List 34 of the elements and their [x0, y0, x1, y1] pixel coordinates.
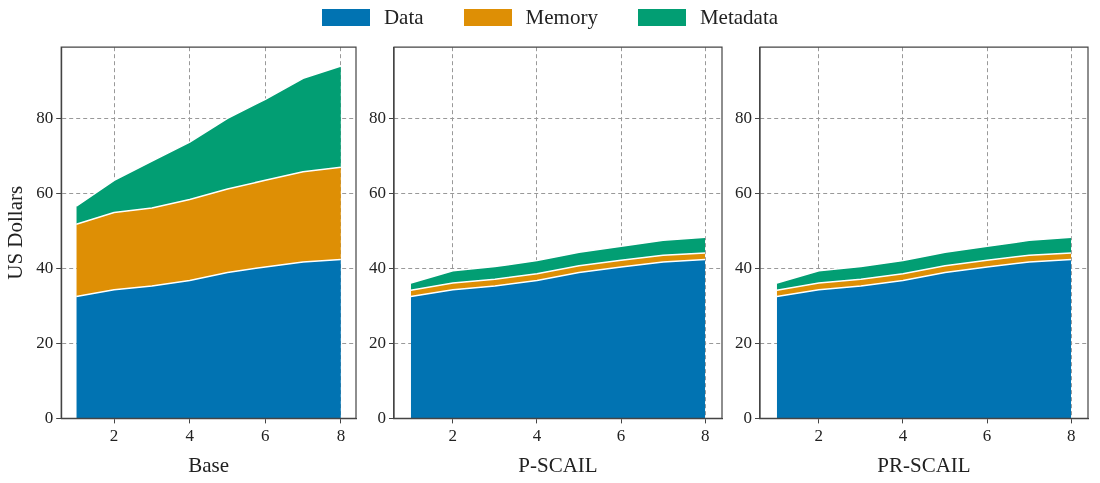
y-tick-label: 0: [377, 407, 386, 427]
y-tick-label: 40: [369, 257, 386, 277]
y-tick-label: 60: [735, 182, 752, 202]
x-axis-title: P-SCAIL: [518, 452, 598, 477]
x-tick-label: 6: [616, 426, 626, 446]
y-tick-label: 0: [743, 407, 752, 427]
x-tick-label: 6: [261, 426, 270, 446]
y-axis-title: US Dollars: [3, 185, 28, 280]
y-tick-label: 40: [735, 257, 752, 277]
x-axis-title: Base: [188, 452, 230, 477]
y-tick-label: 60: [369, 182, 386, 202]
x-tick-label: 8: [336, 426, 346, 446]
y-tick-label: 20: [369, 332, 386, 352]
y-tick-label: 80: [36, 107, 54, 127]
x-tick-label: 4: [185, 426, 195, 446]
x-tick-label: 4: [898, 426, 908, 446]
x-tick-label: 2: [109, 426, 119, 446]
y-tick-label: 80: [735, 107, 752, 127]
y-tick-label: 40: [36, 257, 54, 277]
y-tick-label: 60: [36, 182, 54, 202]
x-axis-title: PR-SCAIL: [877, 452, 971, 477]
legend-label: Metadata: [699, 4, 779, 30]
y-tick-label: 0: [44, 407, 54, 427]
x-tick-label: 8: [1066, 426, 1076, 446]
x-tick-label: 6: [982, 426, 992, 446]
y-tick-label: 80: [369, 107, 386, 127]
x-tick-label: 8: [700, 426, 710, 446]
x-tick-label: 2: [814, 426, 824, 446]
y-tick-label: 20: [735, 332, 752, 352]
legend-label: Data: [383, 4, 424, 30]
y-tick-label: 20: [36, 332, 54, 352]
legend-label: Memory: [525, 4, 598, 30]
x-tick-label: 4: [532, 426, 542, 446]
x-tick-label: 2: [448, 426, 458, 446]
